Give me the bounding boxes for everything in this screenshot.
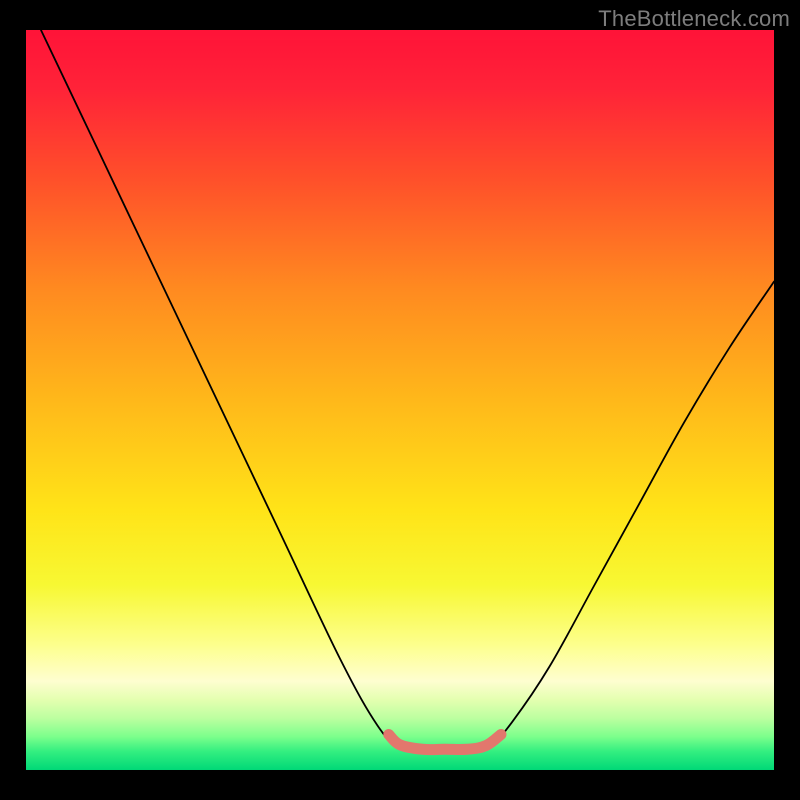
chart-canvas: TheBottleneck.com xyxy=(0,0,800,800)
watermark-text: TheBottleneck.com xyxy=(598,6,790,32)
bottleneck-v-chart xyxy=(0,0,800,800)
plot-background xyxy=(26,30,774,770)
